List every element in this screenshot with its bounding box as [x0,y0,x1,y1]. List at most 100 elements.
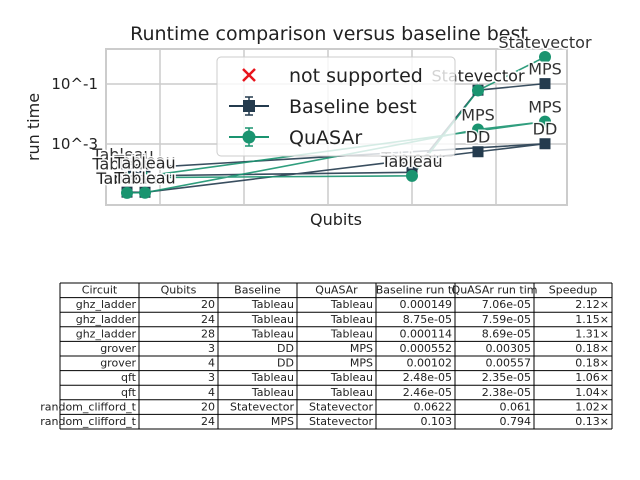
baseline-point-label: DD [466,128,491,147]
quasar-point-label: MPS [461,105,495,124]
table-cell: Tableau [330,327,373,340]
table-cell: 2.12× [575,298,609,311]
legend: not supported Baseline best QuASAr [216,56,456,157]
legend-label-baseline-best: Baseline best [289,96,417,118]
table-cell: 0.18× [575,357,609,370]
table-cell: 2.48e-05 [403,371,452,384]
table-cell: 1.06× [575,371,609,384]
table-cell: random_clifford_t [40,415,136,428]
table-cell: Tableau [330,371,373,384]
baseline-point-label: MPS [528,60,562,79]
y-tick-label: 10^-1 [51,75,98,93]
baseline-point [539,138,551,150]
table-header-cell: Baseline run ti [376,284,455,297]
table-cell: DD [277,357,294,370]
legend-item-baseline-best: Baseline best [229,96,417,118]
y-tick-label: 10^-3 [51,135,98,153]
table-cell: ghz_ladder [76,327,137,340]
quasar-point [539,115,551,128]
table-header-cell: Circuit [82,284,118,297]
legend-baseline-marker-icon [229,96,269,116]
table-cell: Tableau [330,313,373,326]
table-cell: MPS [350,357,373,370]
baseline-point-label: Tableau [91,145,153,164]
quasar-point [139,171,151,184]
table-cell: 28 [201,327,215,340]
quasar-point [539,51,551,64]
table-cell: 7.06e-05 [482,298,531,311]
table-cell: 3 [208,371,215,384]
quasar-point [472,84,484,97]
table-cell: 0.000552 [400,342,453,355]
quasar-point-label: Tableau [113,154,175,173]
table-cell: random_clifford_t [40,400,136,413]
table-cell: 20 [201,400,215,413]
table-cell: 8.69e-05 [482,327,531,340]
table-cell: 24 [201,313,215,326]
table-cell: MPS [271,415,294,428]
table-cell: 0.103 [421,415,453,428]
table-cell: Statevector [230,400,294,413]
series-markers [121,51,551,199]
table-cell: 0.061 [500,400,532,413]
y-tick-labels: 10^-1 10^-3 [51,75,98,153]
table-cell: 0.00102 [407,357,453,370]
legend-quasar-marker-icon [229,127,269,147]
table-cell: grover [100,342,136,355]
quasar-point [121,186,133,199]
table-cell: Statevector [309,400,373,413]
table-cell: 0.18× [575,342,609,355]
quasar-point-label: Tableau [113,169,175,188]
table-cell: 0.000114 [400,327,453,340]
quasar-point-label: Tableau [95,169,157,188]
table-cell: 0.00557 [486,357,532,370]
table-cell: 8.75e-05 [403,313,452,326]
table-cell: 4 [208,386,215,399]
chart-title: Runtime comparison versus baseline best [130,23,528,45]
table-cell: 4 [208,357,215,370]
baseline-point-label: Tableau [95,168,157,187]
table-cell: Tableau [251,313,294,326]
table-cell: 1.15× [575,313,609,326]
legend-x-marker-icon [242,68,256,82]
table-cell: 7.59e-05 [482,313,531,326]
table-header-cell: Qubits [161,284,197,297]
table-cell: 0.00305 [486,342,532,355]
x-axis-label: Qubits [310,210,362,229]
quasar-point-label: MPS [528,98,562,117]
baseline-point-label: DD [533,120,558,139]
table-cell: 0.13× [575,415,609,428]
table-cell: 2.35e-05 [482,371,531,384]
quasar-point [472,123,484,136]
table-cell: qft [121,386,137,399]
quasar-point-label: Tableau [91,155,153,174]
baseline-point [472,146,484,158]
baseline-point [539,78,551,90]
table-cell: Tableau [251,298,294,311]
table-cell: 0.0622 [414,400,453,413]
legend-label-quasar: QuASAr [289,127,362,149]
table-cell: Tableau [330,298,373,311]
table-cell: 1.31× [575,327,609,340]
quasar-point [139,186,151,199]
baseline-point [121,163,133,175]
table-cell: MPS [350,342,373,355]
table-header-cell: QuASAr run tim [452,284,538,297]
quasar-point [406,169,418,182]
table-cell: 1.04× [575,386,609,399]
table-cell: 0.000149 [400,298,453,311]
legend-item-quasar: QuASAr [229,127,362,149]
table-cell: 0.794 [500,415,532,428]
table-header-cell: Speedup [549,284,597,297]
baseline-point-label: Tableau [113,168,175,187]
table-cell: ghz_ladder [76,298,137,311]
quasar-point-label: Statevector [498,33,592,52]
table-cell: Tableau [330,386,373,399]
table-header-cell: Baseline [234,284,281,297]
table-cell: 2.46e-05 [403,386,452,399]
legend-label-not-supported: not supported [289,65,423,87]
table-cell: ghz_ladder [76,313,137,326]
table-cell: 24 [201,415,215,428]
results-table: Circuit Qubits Baseline QuASAr Baseline run … [40,282,613,430]
table-header-cell: QuASAr [315,284,358,297]
